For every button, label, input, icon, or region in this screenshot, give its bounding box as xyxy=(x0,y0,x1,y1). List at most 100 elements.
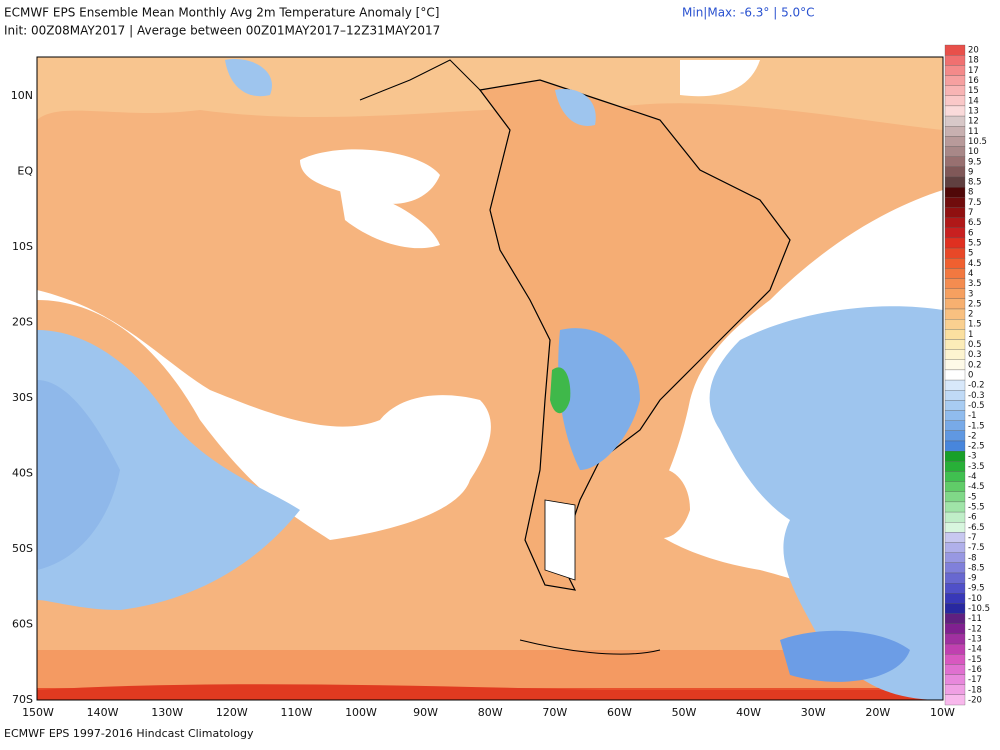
colorbar-swatch xyxy=(944,684,966,695)
colorbar-swatch xyxy=(944,207,966,218)
colorbar-swatch xyxy=(944,674,966,685)
colorbar-label: -10 xyxy=(968,594,982,604)
colorbar-label: -16 xyxy=(968,665,982,675)
lon-label: 50W xyxy=(672,706,697,719)
colorbar-swatch xyxy=(944,126,966,137)
colorbar-swatch xyxy=(944,187,966,198)
colorbar-swatch xyxy=(944,461,966,472)
colorbar-label: 5.5 xyxy=(968,239,982,249)
colorbar-label: -15 xyxy=(968,655,982,665)
colorbar-label: -7.5 xyxy=(968,543,985,553)
colorbar: 20181716151413121110.5109.598.587.576.56… xyxy=(944,44,990,705)
colorbar-label: 0.2 xyxy=(968,360,982,370)
colorbar-label: -7 xyxy=(968,533,976,543)
colorbar-swatch xyxy=(944,369,966,381)
colorbar-label: -17 xyxy=(968,675,982,685)
colorbar-swatch xyxy=(944,623,966,635)
colorbar-swatch xyxy=(944,115,966,127)
colorbar-swatch xyxy=(944,440,966,452)
colorbar-label: 18 xyxy=(968,56,979,66)
lon-label: 110W xyxy=(280,706,312,719)
colorbar-swatch xyxy=(944,95,966,107)
colorbar-label: 3 xyxy=(968,289,973,299)
lon-label: 10W xyxy=(930,706,955,719)
colorbar-label: -9 xyxy=(968,574,976,584)
colorbar-label: -0.3 xyxy=(968,391,985,401)
lat-label: 10N xyxy=(11,89,33,102)
colorbar-swatch xyxy=(944,197,966,208)
colorbar-label: 20 xyxy=(968,46,979,56)
footer: ECMWF EPS 1997-2016 Hindcast Climatology xyxy=(4,727,254,740)
colorbar-label: -12 xyxy=(968,624,982,634)
colorbar-swatch xyxy=(944,593,966,604)
colorbar-label: -10.5 xyxy=(968,604,990,614)
colorbar-swatch xyxy=(944,75,966,86)
colorbar-label: -13 xyxy=(968,635,982,645)
colorbar-swatch xyxy=(944,176,966,188)
map xyxy=(36,56,944,701)
colorbar-swatch xyxy=(944,654,966,665)
colorbar-label: 13 xyxy=(968,107,979,117)
colorbar-swatch xyxy=(944,65,966,76)
colorbar-swatch xyxy=(944,227,966,239)
colorbar-swatch xyxy=(944,542,966,553)
colorbar-label: 9 xyxy=(968,167,973,177)
colorbar-label: 7.5 xyxy=(968,198,982,208)
colorbar-swatch xyxy=(944,329,966,340)
colorbar-label: -3.5 xyxy=(968,462,985,472)
lat-label: 60S xyxy=(12,618,33,631)
colorbar-swatch xyxy=(944,501,966,513)
colorbar-label: 4.5 xyxy=(968,259,982,269)
lon-label: 40W xyxy=(736,706,761,719)
colorbar-label: 8.5 xyxy=(968,178,982,188)
colorbar-label: 15 xyxy=(968,86,979,96)
colorbar-label: 10.5 xyxy=(968,137,987,147)
colorbar-swatch xyxy=(944,562,966,574)
colorbar-swatch xyxy=(944,643,966,655)
colorbar-label: 0.5 xyxy=(968,340,982,350)
colorbar-label: -5 xyxy=(968,492,976,502)
colorbar-label: 4 xyxy=(968,269,973,279)
colorbar-label: -8.5 xyxy=(968,563,985,573)
lon-label: 70W xyxy=(542,706,567,719)
lat-label: EQ xyxy=(17,165,33,178)
lat-label: 40S xyxy=(12,467,33,480)
colorbar-swatch xyxy=(944,491,966,503)
colorbar-label: 16 xyxy=(968,76,979,86)
lon-label: 130W xyxy=(151,706,183,719)
colorbar-label: -1.5 xyxy=(968,421,985,431)
colorbar-label: 2 xyxy=(968,310,973,320)
colorbar-swatch xyxy=(944,552,966,563)
colorbar-swatch xyxy=(944,247,966,259)
title: ECMWF EPS Ensemble Mean Monthly Avg 2m T… xyxy=(4,6,439,20)
colorbar-swatch xyxy=(944,359,966,371)
colorbar-label: -3 xyxy=(968,452,976,462)
colorbar-swatch xyxy=(944,136,966,147)
colorbar-label: -0.2 xyxy=(968,381,985,391)
lon-label: 20W xyxy=(865,706,890,719)
lat-label: 20S xyxy=(12,316,33,329)
colorbar-swatch xyxy=(944,166,966,178)
lon-label: 80W xyxy=(478,706,503,719)
colorbar-label: 11 xyxy=(968,127,979,137)
colorbar-swatch xyxy=(944,288,966,299)
colorbar-label: -2 xyxy=(968,431,976,441)
colorbar-swatch xyxy=(944,471,966,482)
colorbar-label: -2.5 xyxy=(968,442,985,452)
colorbar-swatch xyxy=(944,308,966,320)
colorbar-label: -4 xyxy=(968,472,976,482)
colorbar-swatch xyxy=(944,511,966,523)
colorbar-swatch xyxy=(944,532,966,543)
colorbar-swatch xyxy=(944,298,966,310)
colorbar-swatch xyxy=(944,146,966,157)
colorbar-swatch xyxy=(944,583,966,594)
colorbar-label: -6.5 xyxy=(968,523,985,533)
colorbar-label: 14 xyxy=(968,96,979,106)
colorbar-label: 10 xyxy=(968,147,979,157)
min-max: Min|Max: -6.3° | 5.0°C xyxy=(682,6,815,20)
lon-label: 120W xyxy=(216,706,248,719)
colorbar-label: -6 xyxy=(968,513,976,523)
colorbar-swatch xyxy=(944,613,966,624)
colorbar-swatch xyxy=(944,156,966,167)
